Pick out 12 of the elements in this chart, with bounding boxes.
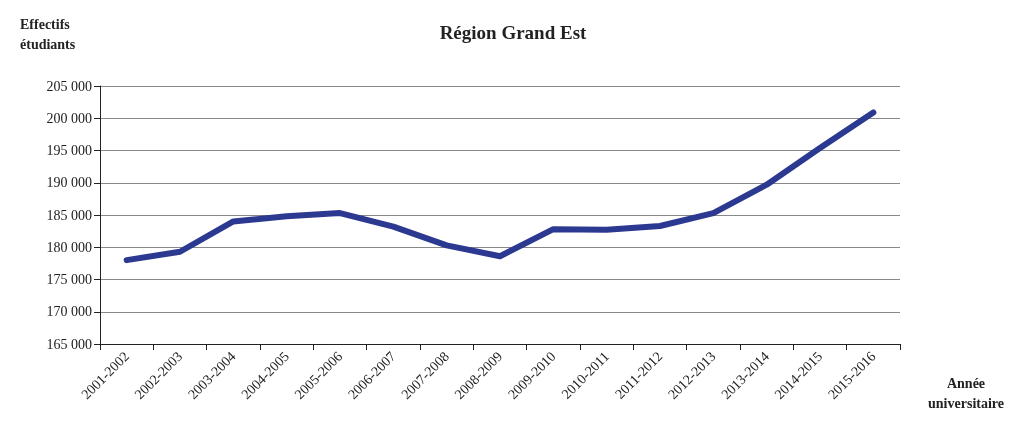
y-tick-label: 170 000 <box>46 304 92 320</box>
y-tick-label: 200 000 <box>46 110 92 126</box>
chart-title: Région Grand Est <box>439 22 588 43</box>
y-tick-label: 180 000 <box>46 239 92 255</box>
y-tick-label: 185 000 <box>46 207 92 223</box>
y-tick-label: 190 000 <box>46 175 92 191</box>
y-tick-label: 175 000 <box>46 272 92 287</box>
y-tick-label: 205 000 <box>46 78 92 94</box>
x-axis-title: Année universitaire <box>928 375 1005 411</box>
y-tick-label: 195 000 <box>46 143 92 158</box>
y-axis-title: Effectifs étudiants <box>20 16 76 52</box>
y-tick-label: 165 000 <box>46 336 92 352</box>
